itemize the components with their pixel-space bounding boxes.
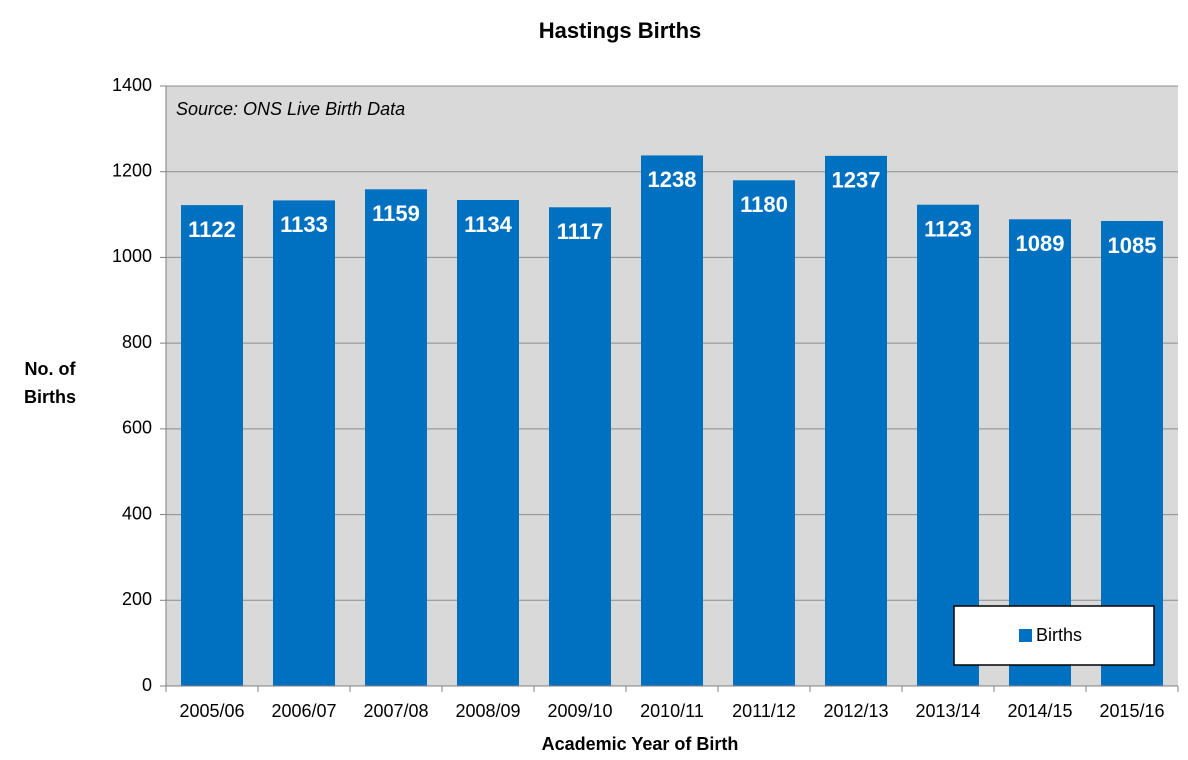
chart-title: Hastings Births [539, 18, 702, 43]
bar [181, 205, 243, 686]
bar [273, 200, 335, 686]
y-tick-label: 200 [122, 589, 152, 609]
y-tick-label: 1000 [112, 246, 152, 266]
y-tick-label: 800 [122, 332, 152, 352]
y-axis-label: No. of [25, 359, 77, 379]
legend-swatch [1019, 629, 1032, 642]
data-label: 1089 [1016, 231, 1065, 256]
legend-label: Births [1036, 625, 1082, 645]
data-label: 1122 [188, 217, 236, 242]
x-tick-label: 2006/07 [271, 701, 336, 721]
data-label: 1180 [740, 192, 788, 217]
x-tick-label: 2007/08 [363, 701, 428, 721]
bar [457, 200, 519, 686]
x-tick-label: 2013/14 [915, 701, 980, 721]
annotation: Source: ONS Live Birth Data [176, 99, 405, 119]
bar [365, 189, 427, 687]
x-tick-label: 2015/16 [1099, 701, 1164, 721]
x-tick-label: 2011/12 [732, 701, 796, 721]
data-label: 1133 [280, 212, 328, 237]
x-tick-label: 2008/09 [455, 701, 520, 721]
x-axis-label: Academic Year of Birth [542, 734, 739, 754]
bar [825, 155, 887, 686]
y-axis-label: Births [24, 387, 76, 407]
bar [549, 207, 611, 687]
y-tick-label: 1400 [112, 75, 152, 95]
y-tick-label: 600 [122, 418, 152, 438]
data-label: 1085 [1108, 233, 1157, 258]
x-tick-label: 2010/11 [640, 701, 704, 721]
x-tick-label: 2014/15 [1007, 701, 1072, 721]
legend-box [953, 605, 1155, 666]
data-label: 1117 [557, 219, 604, 244]
data-label: 1159 [372, 201, 420, 226]
y-tick-label: 400 [122, 503, 152, 523]
y-tick-label: 0 [142, 675, 152, 695]
data-label: 1238 [648, 167, 697, 192]
y-tick-label: 1200 [112, 160, 152, 180]
data-label: 1237 [832, 168, 881, 193]
x-tick-label: 2009/10 [547, 701, 612, 721]
x-tick-label: 2012/13 [823, 701, 888, 721]
data-label: 1123 [924, 217, 972, 242]
bar [641, 155, 703, 686]
x-tick-label: 2005/06 [179, 701, 244, 721]
bar [733, 180, 795, 687]
data-label: 1134 [464, 212, 512, 237]
